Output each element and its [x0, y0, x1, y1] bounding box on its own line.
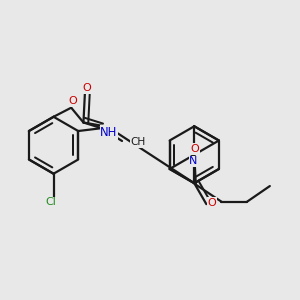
- Text: CH: CH: [130, 137, 146, 147]
- Text: O: O: [68, 96, 77, 106]
- Text: O: O: [82, 83, 91, 93]
- Text: N: N: [189, 156, 197, 166]
- Text: O: O: [208, 198, 216, 208]
- Text: NH: NH: [100, 126, 118, 139]
- Text: Cl: Cl: [45, 197, 56, 207]
- Text: O: O: [191, 144, 200, 154]
